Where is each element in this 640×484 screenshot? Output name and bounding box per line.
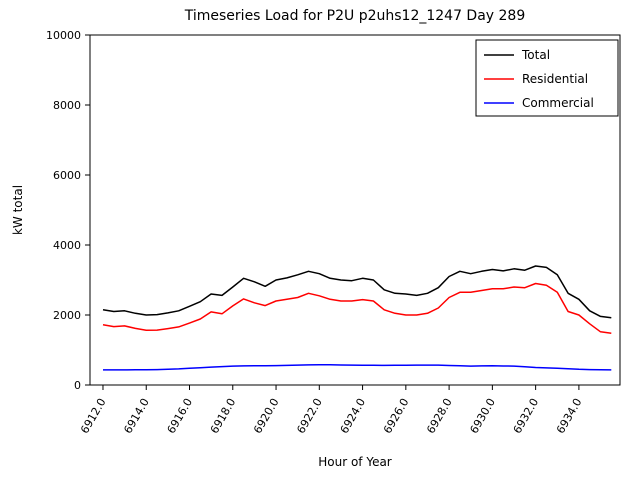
x-tick-label: 6912.0: [78, 396, 109, 436]
x-tick-label: 6916.0: [165, 396, 196, 436]
x-tick-label: 6924.0: [338, 396, 369, 436]
x-tick-label: 6926.0: [381, 396, 412, 436]
series-commercial-line: [103, 364, 612, 371]
y-tick-label: 6000: [53, 169, 81, 182]
y-tick-label: 4000: [53, 239, 81, 252]
plot-border: [89, 34, 621, 386]
y-tick-label: 10000: [46, 29, 81, 42]
y-tick-label: 2000: [53, 309, 81, 322]
x-tick-label: 6932.0: [511, 396, 542, 436]
x-tick-label: 6928.0: [424, 396, 455, 436]
x-tick-label: 6922.0: [294, 396, 325, 436]
series-total-line: [102, 265, 612, 319]
x-tick-label: 6930.0: [467, 396, 498, 436]
x-tick-label: 6934.0: [554, 396, 585, 436]
x-axis-label: Hour of Year: [318, 455, 392, 469]
y-tick-label: 0: [74, 379, 81, 392]
x-tick-label: 6918.0: [208, 396, 239, 436]
chart-title: Timeseries Load for P2U p2uhs12_1247 Day…: [184, 8, 526, 24]
series-residential-line: [102, 282, 612, 334]
y-tick-label: 8000: [53, 99, 81, 112]
x-tick-label: 6914.0: [121, 396, 152, 436]
legend: Total Residential Commercial: [475, 39, 619, 117]
legend-entry-label: Residential: [522, 72, 588, 86]
legend-entry-label: Commercial: [522, 96, 594, 110]
y-axis-label: kW total: [11, 185, 25, 235]
legend-entry-label: Total: [521, 48, 550, 62]
x-tick-label: 6920.0: [251, 396, 282, 436]
